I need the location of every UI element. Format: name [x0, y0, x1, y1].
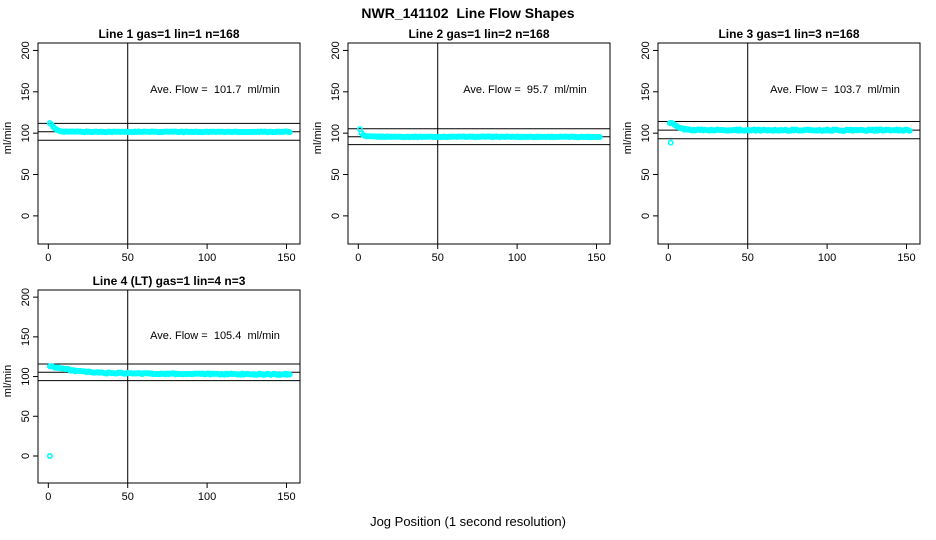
- x-tick-label: 0: [45, 252, 51, 264]
- y-axis-label: ml/min: [312, 121, 324, 155]
- x-tick-label: 100: [198, 491, 216, 503]
- y-tick-label: 200: [20, 288, 32, 306]
- data-point: [906, 127, 913, 134]
- y-tick-label: 100: [20, 124, 32, 142]
- x-tick-label: 0: [665, 252, 671, 264]
- y-axis-label: ml/min: [2, 364, 14, 398]
- y-tick-label: 50: [20, 168, 32, 180]
- x-tick-label: 50: [432, 252, 444, 264]
- y-tick-label: 0: [330, 213, 342, 219]
- y-tick-label: 0: [20, 453, 32, 459]
- subplot-title: Line 1 gas=1 lin=1 n=168: [98, 27, 240, 41]
- data-point: [286, 129, 293, 136]
- data-point: [596, 133, 603, 140]
- plot-box: [657, 42, 921, 245]
- y-tick-label: 150: [20, 83, 32, 101]
- y-tick-label: 50: [640, 168, 652, 180]
- x-tick-label: 150: [277, 491, 295, 503]
- page-title: NWR_141102 Line Flow Shapes: [361, 5, 575, 21]
- y-tick-label: 200: [20, 41, 32, 59]
- ave-flow-annotation: Ave. Flow = 101.7 ml/min: [150, 84, 280, 96]
- y-axis-label: ml/min: [2, 121, 14, 155]
- subplot-line-3: 0 50 100 150 0 50 100 150 200 Line 3 gas=1 lin=3…: [620, 22, 936, 268]
- y-tick-label: 0: [20, 213, 32, 219]
- x-tick-label: 100: [818, 252, 836, 264]
- subplot-title: Line 3 gas=1 lin=3 n=168: [718, 27, 860, 41]
- y-axis-label: ml/min: [622, 121, 634, 155]
- x-tick-label: 100: [508, 252, 526, 264]
- subplot-line-1: 0 50 100 150 0 50 100 150 200 Line 1 gas=1 lin=1…: [0, 22, 310, 268]
- y-tick-label: 100: [640, 124, 652, 142]
- y-tick-label: 150: [20, 328, 32, 346]
- y-tick-label: 50: [330, 168, 342, 180]
- y-tick-label: 200: [640, 41, 652, 59]
- x-tick-label: 100: [198, 252, 216, 264]
- data-point: [46, 452, 53, 459]
- y-tick-label: 150: [640, 83, 652, 101]
- x-tick-label: 0: [355, 252, 361, 264]
- subplot-title: Line 2 gas=1 lin=2 n=168: [408, 27, 550, 41]
- data-point: [667, 139, 674, 146]
- ave-flow-annotation: Ave. Flow = 105.4 ml/min: [150, 330, 280, 342]
- x-tick-label: 150: [277, 252, 295, 264]
- plot-area-line-4: 0 50 100 150 0 50 100 150 200: [20, 288, 301, 503]
- x-axis-label: Jog Position (1 second resolution): [370, 514, 566, 529]
- plot-box: [37, 289, 301, 484]
- x-tick-label: 0: [45, 491, 51, 503]
- y-tick-label: 100: [20, 367, 32, 385]
- plot-area-line-2: 0 50 100 150 0 50 100 150 200: [330, 41, 611, 264]
- subplot-line-4: 0 50 100 150 0 50 100 150 200 Line 4 (LT) gas=1 …: [0, 268, 310, 518]
- data-point: [286, 371, 293, 378]
- ave-flow-annotation: Ave. Flow = 95.7 ml/min: [463, 84, 587, 96]
- plot-area-line-3: 0 50 100 150 0 50 100 150 200: [640, 41, 921, 264]
- x-tick-label: 150: [897, 252, 915, 264]
- subplot-title: Line 4 (LT) gas=1 lin=4 n=3: [92, 274, 246, 288]
- plot-box: [37, 42, 301, 245]
- plot-box: [347, 42, 611, 245]
- y-tick-label: 150: [330, 83, 342, 101]
- plot-area-line-1: 0 50 100 150 0 50 100 150 200: [20, 41, 301, 264]
- x-tick-label: 150: [587, 252, 605, 264]
- y-tick-label: 0: [640, 213, 652, 219]
- x-tick-label: 50: [122, 491, 134, 503]
- ave-flow-annotation: Ave. Flow = 103.7 ml/min: [770, 84, 900, 96]
- y-tick-label: 200: [330, 41, 342, 59]
- x-tick-label: 50: [742, 252, 754, 264]
- x-tick-label: 50: [122, 252, 134, 264]
- y-tick-label: 50: [20, 410, 32, 422]
- y-tick-label: 100: [330, 124, 342, 142]
- subplot-line-2: 0 50 100 150 0 50 100 150 200 Line 2 gas=1 lin=2…: [310, 22, 620, 268]
